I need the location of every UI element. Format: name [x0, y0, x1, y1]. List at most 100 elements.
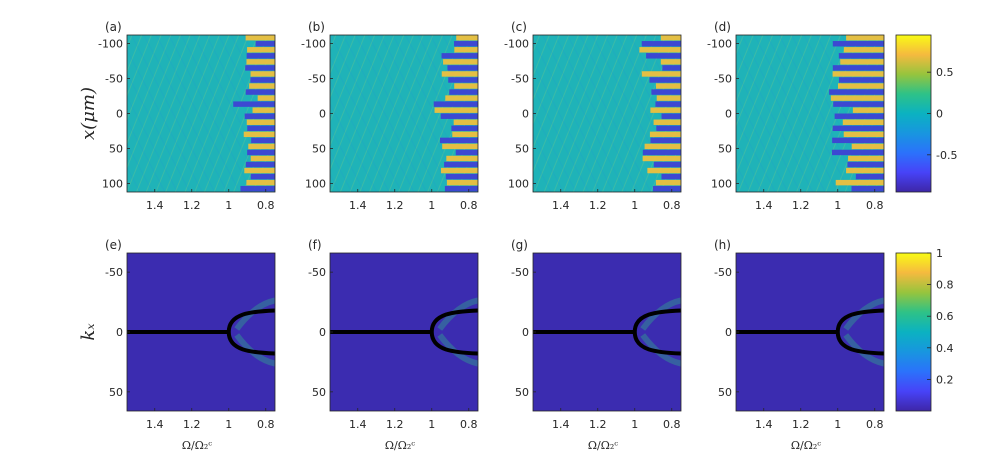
branch-glow-lower — [843, 333, 884, 367]
x-tick-label: 1.4 — [349, 418, 367, 431]
x-tick-label: 0.8 — [257, 418, 275, 431]
stripe — [233, 101, 275, 107]
y-axis-label: x(μm) — [78, 87, 99, 140]
stripe — [838, 53, 884, 59]
panel-label: (a) — [105, 20, 122, 34]
stripe — [246, 53, 275, 59]
y-tick-label: 0 — [319, 326, 326, 339]
stripe — [240, 185, 275, 192]
x-tick-label: 1.4 — [146, 199, 164, 212]
y-tick-label: -50 — [714, 266, 732, 279]
stripe — [838, 77, 884, 83]
stripe — [846, 35, 884, 41]
panel-c: (c) -100 -50 0 50 100 1.4 1.2 1 0.8 — [504, 20, 682, 212]
stripe — [446, 179, 478, 186]
stripe — [243, 131, 275, 138]
y-tick-label: 0 — [116, 326, 123, 339]
y-tick-label: -50 — [511, 72, 529, 85]
y-tick-label: -100 — [504, 37, 529, 50]
stripe — [832, 65, 884, 71]
stripe — [837, 83, 884, 89]
y-tick-label: 100 — [711, 178, 732, 191]
stripe — [434, 107, 478, 113]
stripe — [660, 35, 681, 41]
stripe — [257, 95, 275, 101]
stripe — [433, 101, 478, 107]
spectrum-field — [533, 253, 681, 411]
x-tick-label: 0.8 — [257, 199, 275, 212]
stripe — [656, 95, 681, 101]
x-tick-label: 1.4 — [349, 199, 367, 212]
panel-label: (d) — [714, 20, 731, 34]
branch-glow-lower — [234, 333, 275, 367]
stripe — [832, 125, 884, 132]
x-tick-label: 1.2 — [792, 199, 810, 212]
branch-glow-upper — [437, 297, 478, 331]
colorbar: 1 0.8 0.6 0.4 0.2 — [895, 247, 954, 412]
y-tick-label: 50 — [312, 143, 326, 156]
stripe — [847, 161, 884, 168]
branch-glow-upper — [234, 297, 275, 331]
stripe — [843, 131, 884, 138]
x-axis-label: Ω/Ω₂ᶜ — [182, 439, 212, 452]
stripe — [647, 167, 681, 174]
panel-f: (f) -50 0 50 1.4 1.2 1 0.8 Ω/Ω₂ᶜ — [308, 238, 479, 452]
stripe — [244, 167, 275, 174]
x-tick-label: 1.2 — [183, 199, 201, 212]
stripe — [851, 143, 884, 150]
y-tick-label: -50 — [308, 72, 326, 85]
panel-label: (c) — [511, 20, 527, 34]
x-tick-label: 1 — [225, 199, 232, 212]
upper-branch — [835, 308, 884, 333]
stripe — [252, 107, 275, 113]
y-tick-label: 0 — [725, 326, 732, 339]
x-tick-label: 1.4 — [755, 199, 773, 212]
stripe — [447, 65, 478, 71]
lower-branch — [835, 331, 884, 356]
stripe — [851, 185, 884, 192]
y-tick-label: 100 — [102, 178, 123, 191]
stripe — [452, 131, 478, 138]
panel-a: (a) -100 -50 0 50 100 1.4 1.2 1 0.8 — [98, 20, 276, 212]
x-tick-label: 0.8 — [460, 418, 478, 431]
spectrum-field — [736, 253, 884, 411]
x-tick-label: 1.2 — [589, 199, 607, 212]
y-tick-label: 50 — [312, 386, 326, 399]
stripe — [443, 59, 478, 65]
stripe — [444, 185, 478, 192]
lower-branch — [632, 331, 681, 356]
heatmap-field — [533, 35, 681, 192]
stripe — [833, 101, 884, 107]
stripe — [454, 83, 478, 89]
stripe — [834, 113, 884, 119]
stripe — [646, 53, 681, 59]
stripe — [644, 143, 681, 150]
colorbar-gradient — [895, 34, 932, 193]
stripe — [445, 95, 478, 101]
stripe — [250, 71, 275, 77]
x-tick-label: 1 — [631, 418, 638, 431]
x-tick-label: 1 — [428, 418, 435, 431]
stripe — [247, 125, 275, 132]
stripe — [439, 137, 478, 144]
stripe — [661, 113, 681, 119]
stripe — [840, 59, 884, 65]
stripe — [250, 77, 275, 83]
panel-label: (e) — [105, 238, 122, 252]
stripe — [444, 161, 478, 168]
stripe — [247, 47, 275, 53]
stripe — [440, 113, 478, 119]
stripe — [246, 179, 275, 186]
panel-label: (f) — [308, 238, 322, 252]
stripe — [641, 41, 681, 47]
stripe — [843, 47, 884, 53]
stripe — [445, 173, 478, 180]
x-tick-label: 1.2 — [589, 418, 607, 431]
x-axis-label: Ω/Ω₂ᶜ — [791, 439, 821, 452]
stripe — [255, 41, 275, 47]
panel-h: (h) -50 0 50 1.4 1.2 1 0.8 Ω/Ω₂ᶜ — [714, 238, 885, 452]
stripe — [848, 155, 884, 162]
x-tick-label: 1.2 — [386, 199, 404, 212]
stripe — [660, 59, 681, 65]
